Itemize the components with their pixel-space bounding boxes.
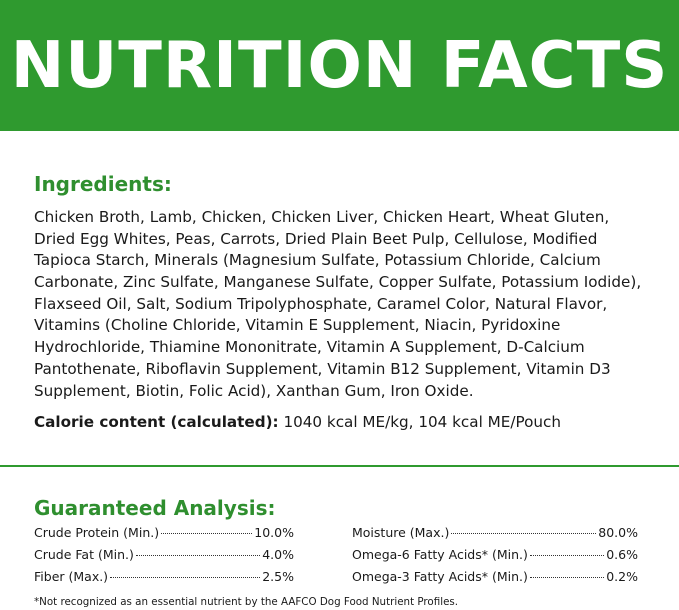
analysis-row: Crude Protein (Min.) 10.0% [34,525,294,547]
ingredients-line: Vitamins (Choline Chloride, Vitamin E Su… [34,316,561,335]
ingredients-text: Chicken Broth, Lamb, Chicken, Chicken Li… [34,207,641,402]
ingredients-heading: Ingredients: [34,172,172,196]
nutrient-value: 80.0% [598,525,638,540]
nutrient-value: 0.6% [606,547,638,562]
ingredients-line: Pantothenate, Riboflavin Supplement, Vit… [34,359,611,378]
calorie-value: 1040 kcal ME/kg, 104 kcal ME/Pouch [283,413,561,431]
dot-leader [529,555,605,556]
title: NUTRITION FACTS [10,29,669,103]
divider [0,465,679,467]
dot-leader [161,533,253,534]
dot-leader [135,555,261,556]
nutrient-name: Omega-6 Fatty Acids* (Min.) [352,547,528,562]
analysis-row: Fiber (Max.) 2.5% [34,569,294,591]
ingredients-line: Carbonate, Zinc Sulfate, Manganese Sulfa… [34,273,642,292]
analysis-left: Crude Protein (Min.) 10.0% Crude Fat (Min.… [34,525,294,591]
header-band: NUTRITION FACTS [0,0,679,131]
nutrient-name: Fiber (Max.) [34,569,109,584]
ingredients-line: Supplement, Biotin, Folic Acid), Xanthan… [34,381,474,400]
dot-leader [110,577,261,578]
nutrient-name: Moisture (Max.) [352,525,450,540]
analysis-row: Moisture (Max.) 80.0% [352,525,638,547]
analysis-right: Moisture (Max.) 80.0% Omega-6 Fatty Acids*… [352,525,638,591]
ingredients-line: Chicken Broth, Lamb, Chicken, Chicken Li… [34,208,610,226]
ingredients-line: Hydrochloride, Thiamine Mononitrate, Vit… [34,338,585,357]
analysis-row: Omega-3 Fatty Acids* (Min.) 0.2% [352,569,638,591]
analysis-heading: Guaranteed Analysis: [34,496,276,520]
analysis-row: Crude Fat (Min.) 4.0% [34,547,294,569]
nutrient-name: Crude Fat (Min.) [34,547,134,562]
footnote: *Not recognized as an essential nutrient… [34,596,459,608]
analysis-row: Omega-6 Fatty Acids* (Min.) 0.6% [352,547,638,569]
calorie-content: Calorie content (calculated): 1040 kcal … [34,413,561,431]
nutrient-value: 0.2% [606,569,638,584]
ingredients-line: Tapioca Starch, Minerals (Magnesium Sulf… [34,251,601,270]
dot-leader [529,577,605,578]
nutrient-name: Crude Protein (Min.) [34,525,160,540]
nutrient-value: 2.5% [262,569,294,584]
nutrient-value: 4.0% [262,547,294,562]
nutrient-value: 10.0% [254,525,294,540]
nutrient-name: Omega-3 Fatty Acids* (Min.) [352,569,528,584]
ingredients-line: Dried Egg Whites, Peas, Carrots, Dried P… [34,229,598,248]
ingredients-line: Flaxseed Oil, Salt, Sodium Tripolyphosph… [34,294,608,313]
dot-leader [451,533,597,534]
calorie-label: Calorie content (calculated): [34,413,279,431]
